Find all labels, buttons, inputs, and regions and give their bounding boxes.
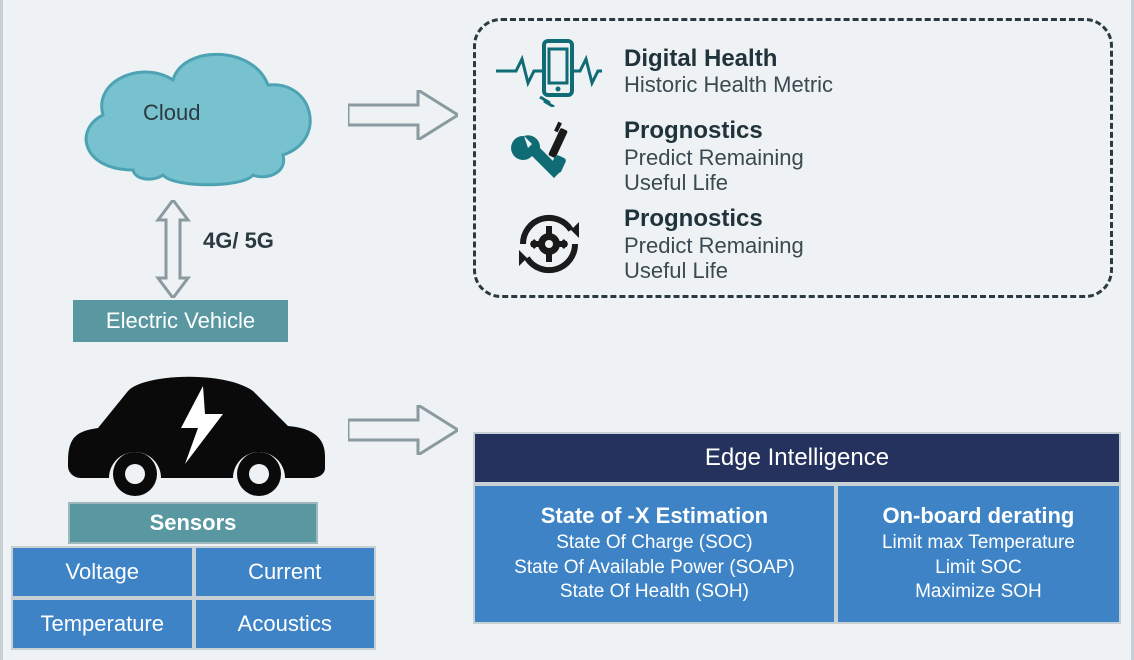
tools-icon xyxy=(494,120,604,192)
edge-cell-state-x: State of -X Estimation State Of Charge (… xyxy=(473,484,836,624)
edge-right-title: On-board derating xyxy=(882,503,1074,529)
edge-left-title: State of -X Estimation xyxy=(541,503,768,529)
cloud-outputs-box: Digital Health Historic Health Metric Pr… xyxy=(473,18,1113,298)
edge-left-line-1: State Of Available Power (SOAP) xyxy=(514,556,795,581)
sensors-header: Sensors xyxy=(68,502,318,544)
edge-left-line-2: State Of Health (SOH) xyxy=(560,580,749,605)
arrow-ev-to-edge xyxy=(348,405,458,455)
sensor-cell-temperature: Temperature xyxy=(11,598,194,650)
edge-table: State of -X Estimation State Of Charge (… xyxy=(473,484,1121,624)
sensor-cell-acoustics: Acoustics xyxy=(194,598,377,650)
cloud-output-sub-2: Predict Remaining Useful Life xyxy=(624,233,804,284)
cloud-output-sub-1: Predict Remaining Useful Life xyxy=(624,145,804,196)
network-label: 4G/ 5G xyxy=(203,228,274,254)
cloud-output-title-0: Digital Health xyxy=(624,45,833,73)
cloud-output-row-0: Digital Health Historic Health Metric xyxy=(494,35,1092,107)
cloud-label: Cloud xyxy=(143,100,200,126)
edge-cell-derating: On-board derating Limit max Temperature … xyxy=(836,484,1121,624)
ev-label-box: Electric Vehicle xyxy=(73,300,288,342)
sensors-header-label: Sensors xyxy=(150,510,237,536)
edge-left-line-0: State Of Charge (SOC) xyxy=(556,531,752,556)
edge-header-label: Edge Intelligence xyxy=(705,444,889,472)
arrow-4g5g xyxy=(153,200,193,298)
edge-right-line-1: Limit SOC xyxy=(935,556,1022,581)
cloud-output-title-2: Prognostics xyxy=(624,205,804,233)
ev-label: Electric Vehicle xyxy=(106,308,255,334)
cloud-output-sub-0: Historic Health Metric xyxy=(624,72,833,97)
edge-right-line-0: Limit max Temperature xyxy=(882,531,1075,556)
gear-cycle-icon xyxy=(494,208,604,280)
cloud-output-row-2: Prognostics Predict Remaining Useful Lif… xyxy=(494,205,1092,283)
phone-health-icon xyxy=(494,35,604,107)
sensor-cell-current: Current xyxy=(194,546,377,598)
sensors-table: Voltage Current Temperature Acoustics xyxy=(11,546,376,650)
cloud-output-row-1: Prognostics Predict Remaining Useful Lif… xyxy=(494,117,1092,195)
sensor-cell-voltage: Voltage xyxy=(11,546,194,598)
edge-header: Edge Intelligence xyxy=(473,432,1121,484)
edge-right-line-2: Maximize SOH xyxy=(915,580,1042,605)
diagram-canvas: Cloud 4G/ 5G Electric Vehicle Sensors Vo… xyxy=(0,0,1134,660)
ev-car-icon xyxy=(53,356,333,496)
arrow-cloud-to-outputs xyxy=(348,90,458,140)
cloud-output-title-1: Prognostics xyxy=(624,117,804,145)
